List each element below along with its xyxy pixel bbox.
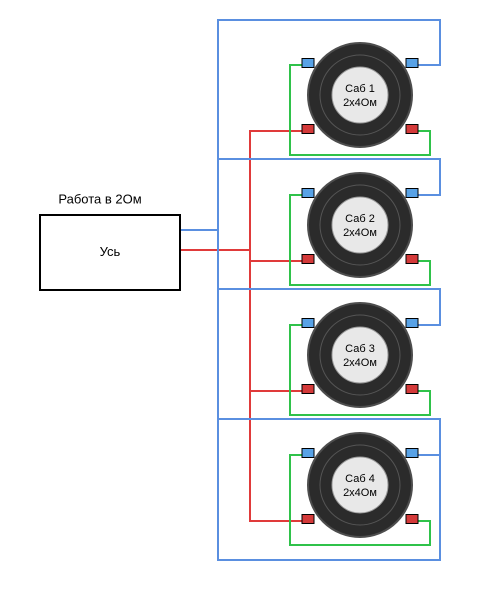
speaker-cone	[332, 457, 388, 513]
terminal-top-right-neg	[406, 449, 418, 458]
terminal-bot-left-pos	[302, 515, 314, 524]
diagram-title: Работа в 2Ом	[58, 191, 141, 206]
terminal-bot-right-pos	[406, 385, 418, 394]
sub-label-1: Саб 1	[345, 83, 375, 95]
sub1	[302, 43, 418, 147]
speaker-cone	[332, 67, 388, 123]
terminal-top-left-neg	[302, 449, 314, 458]
sub-label-2: 2х4Ом	[343, 357, 377, 369]
speaker-cone	[332, 197, 388, 253]
terminal-top-right-neg	[406, 319, 418, 328]
terminal-top-left-neg	[302, 319, 314, 328]
terminal-bot-left-pos	[302, 125, 314, 134]
sub-label-1: Саб 3	[345, 343, 375, 355]
speaker-cone	[332, 327, 388, 383]
sub-label-1: Саб 2	[345, 213, 375, 225]
sub-label-2: 2х4Ом	[343, 227, 377, 239]
terminal-bot-right-pos	[406, 515, 418, 524]
amplifier-label: Усь	[100, 244, 121, 259]
terminal-bot-right-pos	[406, 125, 418, 134]
terminal-top-left-neg	[302, 59, 314, 68]
terminal-bot-right-pos	[406, 255, 418, 264]
terminal-top-right-neg	[406, 189, 418, 198]
sub-label-1: Саб 4	[345, 473, 375, 485]
sub3	[302, 303, 418, 407]
terminal-bot-left-pos	[302, 255, 314, 264]
terminal-bot-left-pos	[302, 385, 314, 394]
terminal-top-right-neg	[406, 59, 418, 68]
wiring-diagram: Усь Работа в 2Ом Саб 1 2х4Ом Саб 2 2х4Ом Саб 3…	[0, 0, 500, 600]
sub-label-2: 2х4Ом	[343, 97, 377, 109]
sub4	[302, 433, 418, 537]
sub-label-2: 2х4Ом	[343, 487, 377, 499]
sub2	[302, 173, 418, 277]
terminal-top-left-neg	[302, 189, 314, 198]
